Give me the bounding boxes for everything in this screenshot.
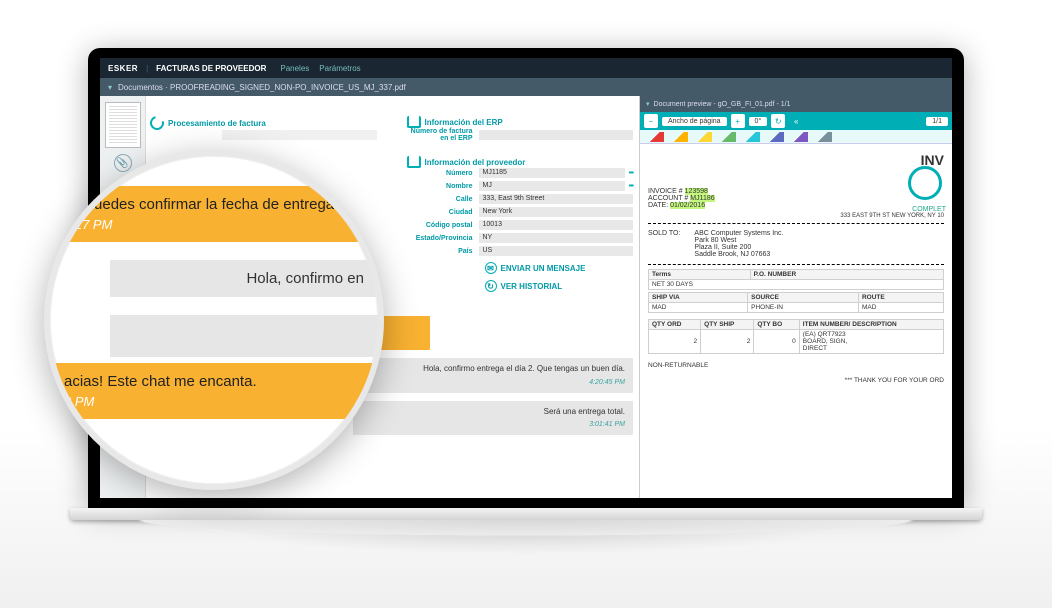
invoice-date: 01/02/2016 [670, 202, 705, 209]
view-history-link[interactable]: ↻VER HISTORIAL [485, 280, 634, 292]
nav-tab-invoices[interactable]: FACTURAS DE PROVEEDOR [156, 64, 266, 73]
sold-to-address: ABC Computer Systems Inc. Park 80 West P… [694, 230, 783, 258]
more-icon[interactable]: ••• [629, 170, 633, 177]
collapse-icon[interactable]: ▾ [646, 100, 650, 108]
annotation-pen[interactable] [674, 132, 688, 142]
document-title: Documentos · PROOFREADING_SIGNED_NON-PO_… [118, 83, 406, 92]
more-icon[interactable]: ••• [629, 183, 633, 190]
section-vendor: Información del proveedor [407, 156, 634, 168]
annotation-pen[interactable] [770, 132, 784, 142]
brand-logo: ESKER [108, 64, 138, 73]
preview-title-bar: ▾ Document preview - gO_GB_FI_01.pdf - 1… [640, 96, 952, 112]
section-processing: Procesamiento de factura [150, 116, 377, 130]
collapse-icon[interactable]: ▾ [108, 83, 112, 92]
nav-parameters[interactable]: Parámetros [319, 64, 360, 73]
magnified-message-outgoing: , ¿ puedes confirmar la fecha de entrega… [50, 186, 378, 242]
preview-pane: ▾ Document preview - gO_GB_FI_01.pdf - 1… [640, 96, 952, 498]
chat-message-incoming: Será una entrega total. 3:01:41 PM [353, 401, 633, 435]
vendor-country[interactable]: US [479, 246, 634, 256]
magnifier-lens: , ¿ puedes confirmar la fecha de entrega… [44, 150, 384, 490]
annotation-pen[interactable] [650, 132, 664, 142]
annotation-bar [640, 130, 952, 144]
account-number: MJ1186 [690, 195, 714, 202]
top-bar: ESKER | FACTURAS DE PROVEEDOR Paneles Pa… [100, 58, 952, 78]
magnified-message-outgoing: acias! Este chat me encanta. 0 PM [50, 363, 378, 419]
laptop-base [70, 508, 982, 542]
chat-message-incoming: Hola, confirmo entrega el día 2. Que ten… [353, 358, 633, 392]
zoom-out-button[interactable]: − [644, 114, 658, 128]
zoom-select[interactable]: Ancho de página [662, 117, 727, 126]
vendor-name[interactable]: MJ [479, 181, 625, 191]
preview-toolbar: − Ancho de página + 0° ↻ « 1/1 [640, 112, 952, 130]
vendor-street[interactable]: 333, East 9th Street [479, 194, 634, 204]
document-preview: INV COMPLET INVOICE # 123598 ACCOUNT # M… [640, 144, 952, 392]
shipping-table: SHIP VIASOURCEROUTE MADPHONE-INMAD [648, 292, 944, 313]
magnified-message-incoming: Hola, confirmo en [110, 260, 378, 297]
page-thumbnail[interactable] [105, 102, 141, 148]
envelope-icon: ✉ [485, 262, 497, 274]
terms-table: TermsP.O. NUMBER NET 30 DAYS [648, 269, 944, 290]
send-message-link[interactable]: ✉ENVIAR UN MENSAJE [485, 262, 634, 274]
annotation-pen[interactable] [722, 132, 736, 142]
line-items-table: QTY ORDQTY SHIPQTY BOITEM NUMBER/ DESCRI… [648, 319, 944, 354]
vendor-state[interactable]: NY [479, 233, 634, 243]
annotation-pen[interactable] [698, 132, 712, 142]
erp-invoice-value[interactable] [479, 130, 634, 140]
rotate-select[interactable]: 0° [749, 117, 768, 126]
annotation-pen[interactable] [794, 132, 808, 142]
completion-seal-icon [908, 166, 942, 200]
vendor-postal[interactable]: 10013 [479, 220, 634, 230]
invoice-title: INV [648, 152, 944, 168]
erp-invoice-label: Número de factura en el ERP [407, 128, 479, 142]
nav-panels[interactable]: Paneles [280, 64, 309, 73]
rotate-button[interactable]: ↻ [771, 114, 785, 128]
annotation-pen[interactable] [818, 132, 832, 142]
history-icon: ↻ [485, 280, 497, 292]
vendor-city[interactable]: New York [479, 207, 634, 217]
section-erp: Información del ERP [407, 116, 634, 128]
document-bar: ▾ Documentos · PROOFREADING_SIGNED_NON-P… [100, 78, 952, 96]
magnified-placeholder [110, 315, 378, 357]
zoom-in-button[interactable]: + [731, 114, 745, 128]
page-indicator: 1/1 [926, 117, 948, 126]
prev-page-button[interactable]: « [789, 114, 803, 128]
annotation-pen[interactable] [746, 132, 760, 142]
invoice-number: 123598 [685, 188, 708, 195]
vendor-number[interactable]: MJ1185 [479, 168, 625, 178]
